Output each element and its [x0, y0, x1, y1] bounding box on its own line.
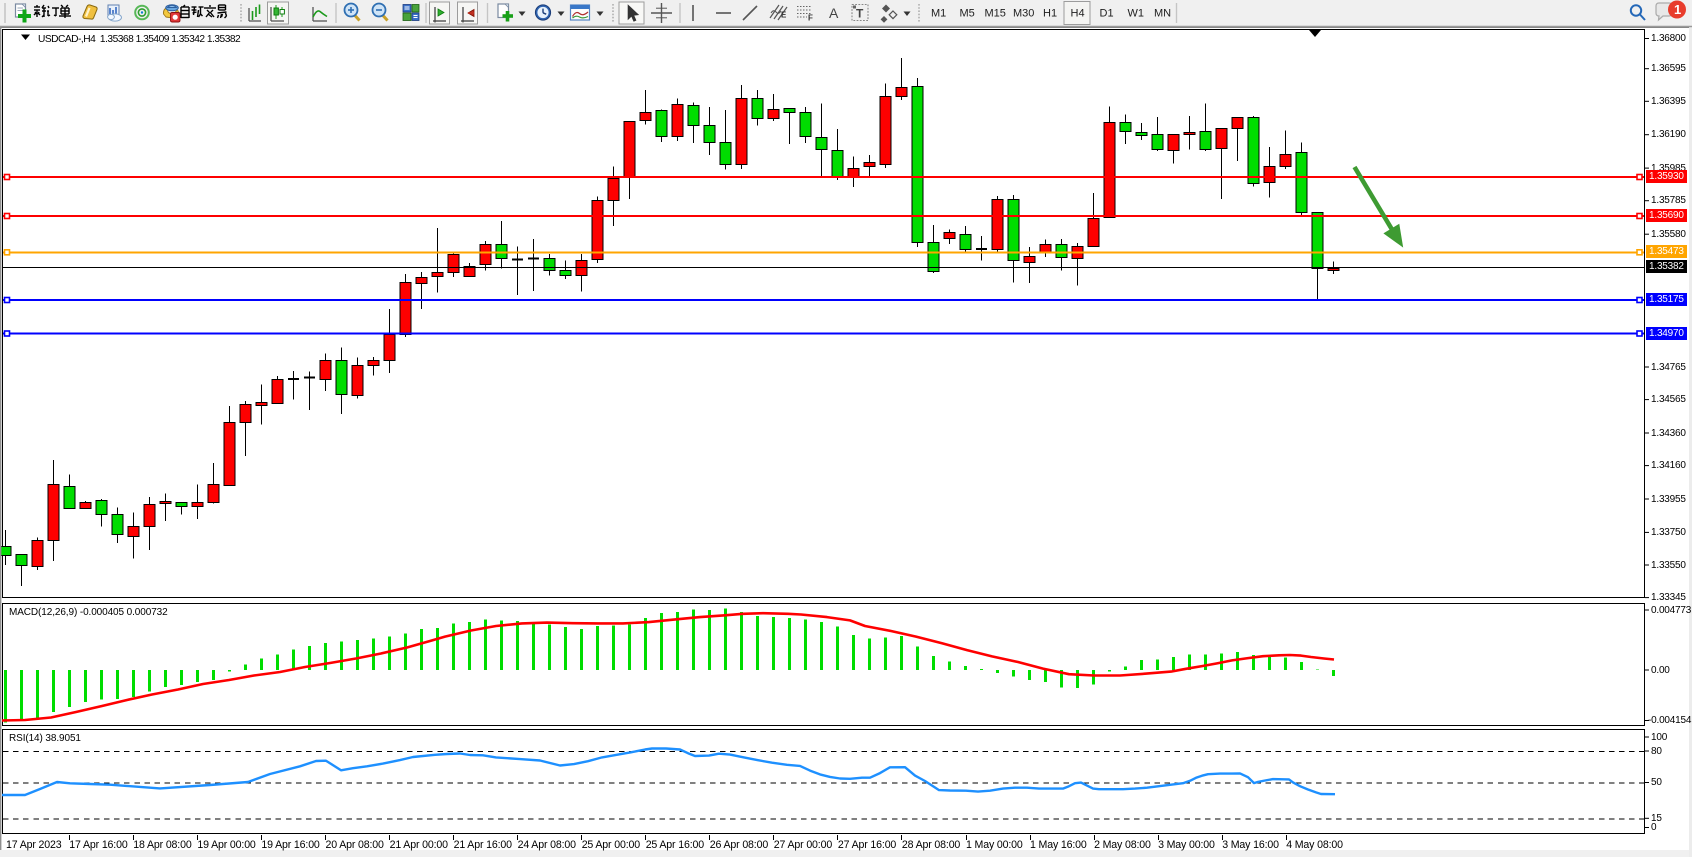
svg-text:M5: M5 [960, 8, 975, 20]
svg-text:M15: M15 [985, 8, 1006, 20]
svg-text:W1: W1 [1128, 8, 1145, 20]
svg-text:M1: M1 [931, 8, 946, 20]
svg-text:A: A [829, 5, 839, 21]
svg-text:E: E [781, 11, 787, 20]
svg-text:MN: MN [1154, 8, 1171, 20]
svg-text:T: T [856, 7, 864, 21]
svg-text:M30: M30 [1013, 8, 1034, 20]
svg-text:H1: H1 [1043, 8, 1057, 20]
svg-text:1: 1 [1674, 2, 1681, 17]
svg-text:H4: H4 [1071, 8, 1085, 20]
svg-text:F: F [808, 14, 813, 23]
svg-text:D1: D1 [1100, 8, 1114, 20]
